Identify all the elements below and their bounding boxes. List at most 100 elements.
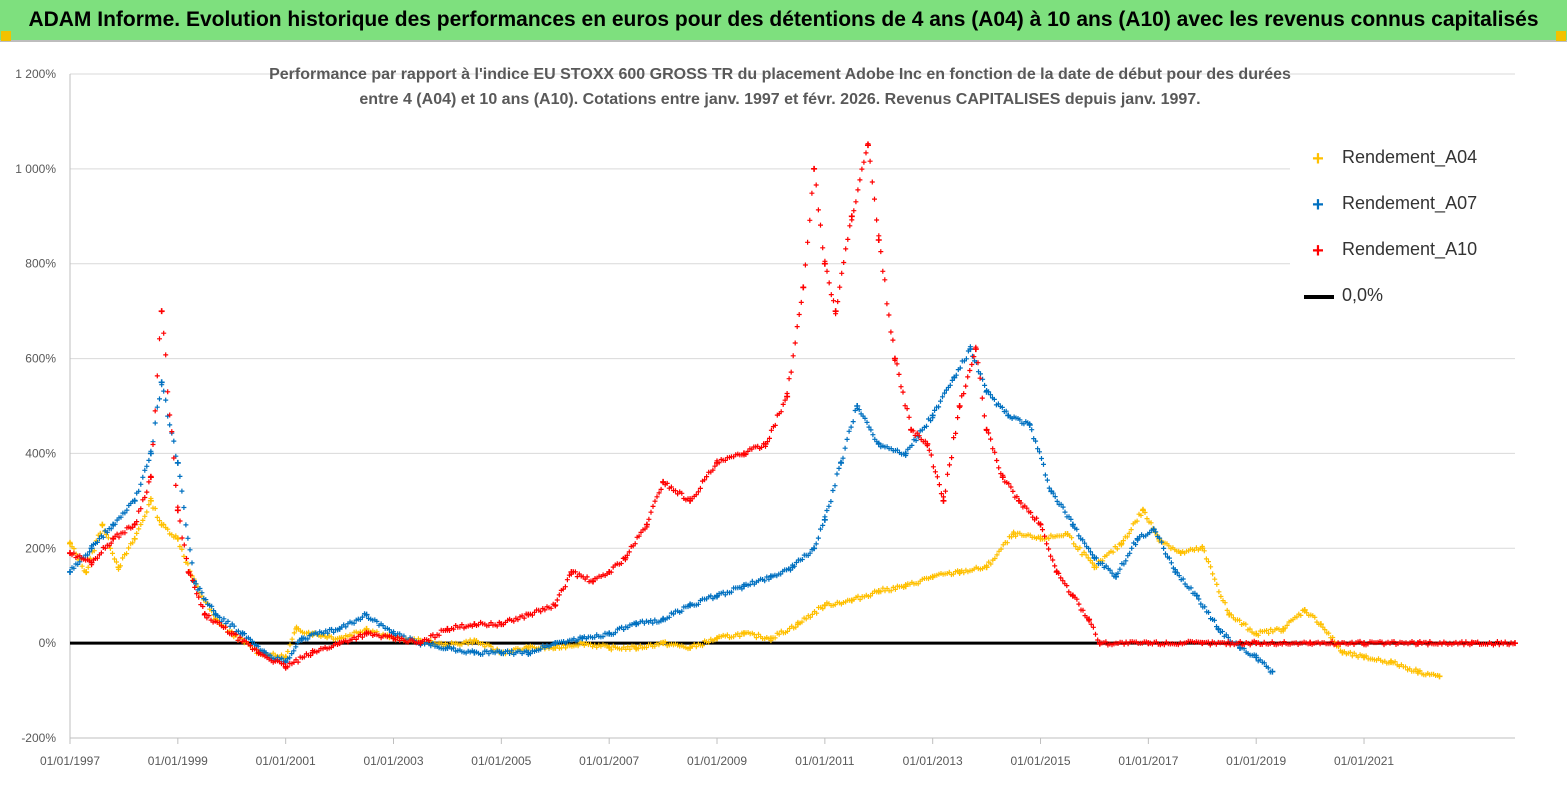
data-point — [525, 611, 532, 618]
data-point — [185, 569, 192, 575]
data-point — [1064, 531, 1071, 538]
data-point — [1226, 611, 1233, 618]
data-point — [956, 569, 963, 575]
data-point — [88, 545, 95, 552]
data-point — [794, 621, 801, 628]
data-point — [1280, 625, 1287, 632]
data-point — [924, 440, 931, 447]
data-point — [622, 554, 629, 561]
data-point — [1361, 640, 1368, 647]
data-point — [1026, 421, 1033, 428]
y-tick-label: 200% — [25, 541, 56, 555]
data-point — [309, 649, 316, 656]
x-tick-label: 01/01/2019 — [1226, 754, 1286, 768]
data-point — [821, 260, 828, 267]
data-point — [336, 640, 343, 647]
data-point — [1307, 640, 1314, 647]
data-point — [1145, 640, 1152, 647]
data-point — [643, 521, 650, 528]
data-point — [158, 379, 165, 386]
data-point — [983, 564, 990, 571]
data-point — [1253, 630, 1260, 637]
y-tick-label: 600% — [25, 352, 56, 366]
series-Rendement_A07 — [67, 344, 1276, 675]
data-point — [67, 540, 73, 547]
data-point — [471, 649, 478, 656]
series-markers — [67, 344, 1273, 675]
data-point — [1139, 507, 1146, 514]
x-tick-label: 01/01/2001 — [256, 754, 316, 768]
x-tick-label: 01/01/2013 — [903, 754, 963, 768]
data-point — [201, 611, 208, 618]
data-point — [789, 564, 796, 571]
chart-title: Performance par rapport à l'indice EU ST… — [160, 62, 1400, 112]
chart-area: -200% 0% 200% 400% 600% 800% 1 000% 1 200% 01/01… — [0, 42, 1567, 790]
x-tick-label: 01/01/2015 — [1010, 754, 1070, 768]
data-point — [1010, 531, 1017, 538]
data-point — [174, 507, 181, 514]
legend-marker-icon: + — [1312, 194, 1324, 216]
data-point — [525, 649, 532, 656]
data-point — [1414, 640, 1421, 647]
data-point — [158, 521, 165, 528]
header-banner: ADAM Informe. Evolution historique des p… — [0, 0, 1567, 42]
data-point — [875, 237, 882, 243]
x-tick-label: 01/01/2007 — [579, 754, 639, 768]
data-point — [714, 459, 721, 466]
data-point — [972, 346, 979, 353]
data-point — [498, 649, 505, 656]
legend-item-a04: + Rendement_A04 — [1290, 145, 1520, 175]
y-tick-label: 0% — [39, 636, 57, 650]
data-point — [821, 602, 828, 609]
data-point — [131, 521, 138, 528]
data-point — [1113, 573, 1120, 580]
data-point — [740, 450, 747, 457]
y-tick-label: 1 000% — [15, 162, 56, 176]
data-point — [1086, 616, 1093, 623]
data-point — [1118, 540, 1125, 547]
data-point — [1436, 673, 1443, 680]
data-point — [902, 583, 909, 590]
legend-label: Rendement_A04 — [1342, 147, 1478, 167]
data-point — [800, 284, 807, 291]
data-point — [293, 625, 300, 632]
data-point — [568, 569, 575, 575]
legend-label: 0,0% — [1342, 285, 1384, 305]
corner-marker — [1, 31, 11, 41]
data-point — [212, 611, 219, 618]
data-point — [336, 625, 343, 632]
data-point — [110, 521, 117, 528]
data-point — [1005, 412, 1012, 419]
legend-label: Rendement_A10 — [1342, 239, 1478, 259]
data-point — [1048, 488, 1055, 495]
data-point — [929, 573, 936, 580]
data-point — [1091, 564, 1098, 571]
data-point — [1414, 668, 1421, 675]
data-point — [687, 602, 694, 609]
data-point — [929, 412, 936, 419]
series-Rendement_A04 — [67, 496, 1443, 680]
data-point — [115, 564, 122, 571]
data-point — [1237, 644, 1244, 651]
data-point — [821, 516, 828, 523]
data-point — [1199, 545, 1206, 552]
data-point — [1134, 535, 1141, 542]
data-point — [1199, 640, 1206, 647]
data-point — [147, 450, 154, 457]
data-point — [908, 426, 915, 433]
legend-marker-icon: + — [1312, 148, 1324, 170]
data-point — [687, 497, 694, 504]
data-point — [660, 478, 667, 485]
corner-marker — [1556, 31, 1566, 41]
data-point — [940, 497, 947, 504]
data-point — [1361, 654, 1368, 661]
data-point — [1053, 569, 1060, 575]
data-point — [714, 592, 721, 599]
data-point — [687, 644, 694, 651]
data-point — [875, 587, 882, 594]
data-point — [660, 616, 667, 623]
data-point — [471, 621, 478, 628]
data-point — [891, 355, 898, 362]
data-point — [864, 142, 871, 149]
data-point — [444, 625, 451, 632]
